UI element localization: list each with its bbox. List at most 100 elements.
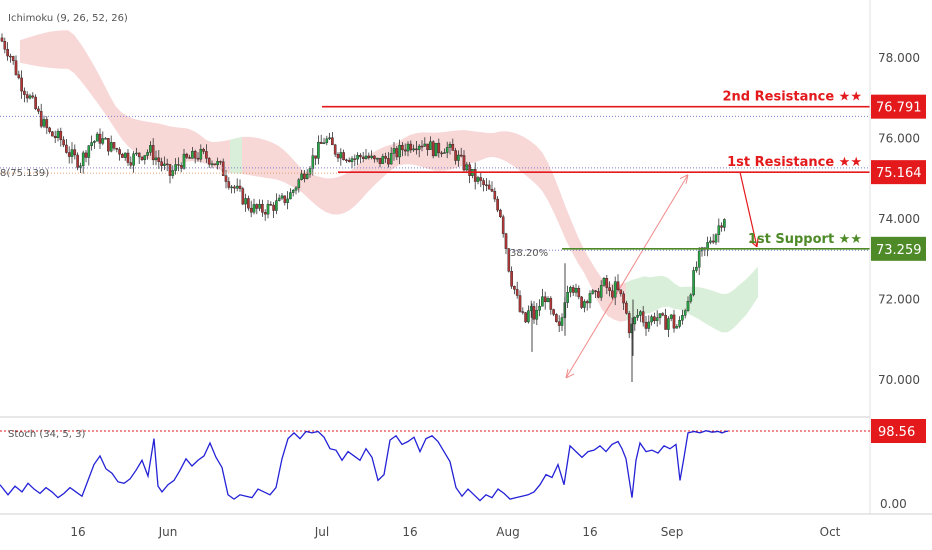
cloud-segment (344, 171, 350, 214)
cloud-segment (530, 140, 536, 185)
candle-body (322, 142, 326, 144)
support-1-badge (871, 236, 926, 261)
candle-body (193, 150, 197, 159)
candle-body (689, 294, 693, 302)
cloud-segment (50, 30, 56, 69)
candle-body (269, 204, 273, 206)
stoch-series-line (0, 430, 729, 502)
candle-body (650, 316, 653, 323)
candle-body (361, 156, 365, 159)
candle-body (9, 55, 12, 58)
candle-body (188, 157, 191, 159)
resistance-1-value: 75.164 (876, 166, 922, 181)
candle-body (353, 158, 357, 160)
time-axis[interactable]: 16 Jun Jul 16 Aug 16 Sep Oct (70, 525, 840, 539)
candle-body (451, 144, 455, 151)
projection-arrowhead-low (565, 368, 575, 379)
candle-body (720, 225, 723, 228)
candle-body (263, 212, 267, 215)
cloud-segment (632, 278, 638, 319)
cloud-segment (440, 131, 446, 171)
cloud-segment (332, 177, 338, 215)
cloud-segment (488, 132, 494, 158)
cloud-segment (248, 136, 254, 176)
candle-body (216, 161, 219, 166)
candle-body (717, 225, 721, 235)
candle-body (191, 150, 194, 159)
cloud-segment (722, 293, 728, 333)
candle-body (305, 173, 309, 179)
candle-body (465, 164, 469, 171)
candle-body (381, 156, 385, 164)
candle-body (569, 287, 572, 293)
candle-body (482, 180, 485, 186)
indicator-label-ichimoku: Ichimoku (9, 26, 52, 26) (8, 13, 128, 24)
cloud-segment (578, 236, 584, 273)
candle-body (238, 185, 242, 189)
candle-body (6, 49, 9, 57)
candle-body (0, 37, 4, 42)
candle-body (311, 155, 315, 169)
candle-body (3, 41, 7, 50)
cloud-segment (482, 132, 488, 160)
cloud-segment (716, 291, 722, 333)
candle-body (681, 315, 684, 321)
candle-body (297, 179, 301, 189)
candle-body (199, 148, 203, 160)
candle-body (67, 152, 71, 157)
candle-body (627, 313, 631, 334)
candle-body (132, 153, 135, 166)
candle-body (669, 314, 673, 319)
candle-body (247, 198, 250, 209)
candle-body (93, 140, 96, 143)
cloud-segment (590, 259, 596, 298)
cloud-segment (296, 162, 302, 193)
cloud-segment (668, 277, 674, 309)
candle-body (109, 142, 113, 152)
candle-body (196, 157, 200, 160)
candle-body (347, 159, 351, 162)
support-1-label: 1st Support ★★ (748, 232, 862, 247)
candle-body (672, 314, 676, 329)
candle-body (230, 186, 233, 189)
candle-body (602, 278, 606, 286)
cloud-segment (266, 140, 272, 179)
candle-body (599, 285, 603, 298)
candle-body (98, 133, 102, 144)
cloud-segment (38, 33, 44, 68)
cloud-segment (254, 137, 260, 177)
candle-body (112, 142, 116, 149)
candle-body (678, 320, 681, 327)
candle-body (653, 316, 656, 321)
candle-body (594, 290, 597, 292)
candle-body (543, 296, 547, 303)
price-axis[interactable]: 78.000 76.000 74.000 72.000 70.000 (878, 51, 920, 387)
cloud-segment (446, 131, 452, 171)
cloud-segment (560, 191, 566, 241)
cloud-segment (500, 131, 506, 162)
candle-body (667, 318, 670, 330)
candle-body (331, 137, 334, 146)
cloud-segment (680, 286, 686, 313)
candle-body (448, 144, 452, 148)
candle-body (476, 177, 480, 182)
ichimoku-cloud (20, 30, 758, 333)
cloud-segment (656, 275, 662, 311)
cloud-segment (134, 118, 140, 156)
candle-body (70, 149, 74, 157)
candle-body (11, 56, 15, 61)
candlesticks (0, 33, 726, 383)
candle-body (163, 163, 166, 166)
cloud-segment (752, 266, 758, 307)
time-tick: 16 (70, 525, 85, 539)
cloud-segment (662, 275, 668, 308)
time-tick: Aug (496, 525, 519, 539)
candle-body (479, 177, 483, 181)
candle-body (168, 164, 172, 176)
candle-body (577, 288, 581, 298)
candle-body (487, 184, 491, 190)
candle-body (406, 143, 410, 152)
cloud-segment (308, 172, 314, 204)
cloud-segment (224, 139, 230, 173)
candle-body (31, 95, 35, 98)
